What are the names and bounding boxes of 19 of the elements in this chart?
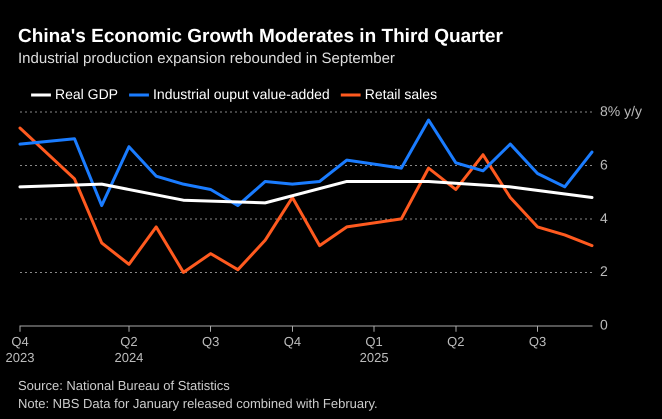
y-tick-label: 8% y/y xyxy=(600,102,642,119)
x-tick-label: Q4 2023 xyxy=(6,334,34,365)
legend-label: Industrial ouput value-added xyxy=(153,86,330,102)
source-note: Source: National Bureau of Statistics xyxy=(18,377,231,395)
x-tick-label: Q3 xyxy=(202,334,220,350)
y-tick-label: 4 xyxy=(600,210,608,226)
legend-label: Real GDP xyxy=(55,86,118,102)
y-tick-label: 2 xyxy=(600,263,608,280)
text: Note: NBS Data for January released combined with February. xyxy=(18,395,378,413)
x-tick-label: Q3 xyxy=(528,334,546,350)
chart-subtitle: Industrial production expansion rebounded in September xyxy=(18,50,395,67)
x-tick-label: Q2 xyxy=(447,334,464,350)
chart-title: China's Economic Growth Moderates in Third Quarter xyxy=(18,26,503,48)
x-tick-label: Q4 xyxy=(284,334,302,350)
x-tick-label: Q2 2024 xyxy=(114,334,144,365)
y-tick-label: 0 xyxy=(600,316,608,333)
y-tick-label: 6 xyxy=(600,156,608,172)
x-tick-label: Q1 2025 xyxy=(360,334,389,365)
legend-label: Retail sales xyxy=(364,86,438,102)
